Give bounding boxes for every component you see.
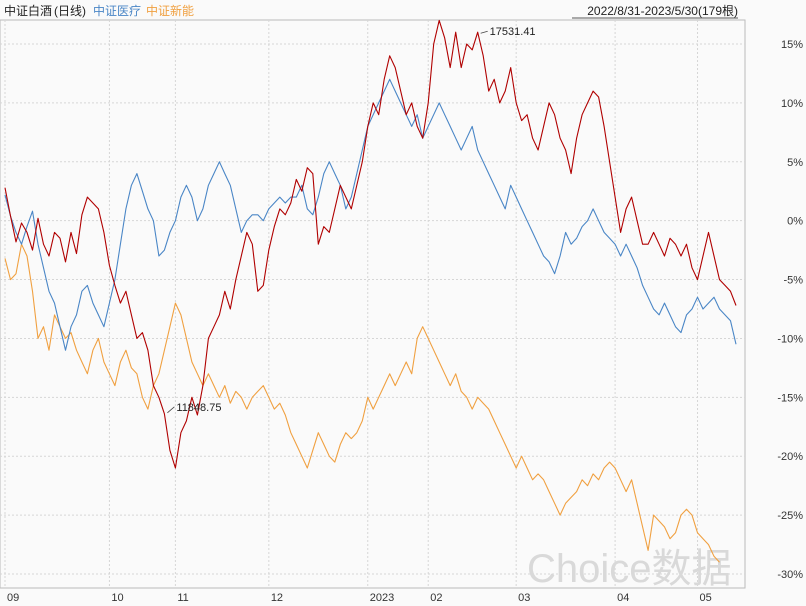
y-tick-label: -15%: [777, 392, 803, 404]
watermark: Choice数据: [527, 547, 732, 591]
y-tick-label: -30%: [777, 569, 803, 581]
date-range: 2022/8/31-2023/5/30(179根): [587, 4, 738, 18]
y-axis: 15% 10% 5% 0% -5% -10% -15% -20% -25% -30%: [777, 39, 803, 581]
y-tick-label: 15%: [781, 39, 803, 51]
x-tick-label: 12: [271, 592, 283, 604]
series-line-0: [4, 19, 737, 469]
annotation-arrow: [480, 30, 488, 34]
y-tick-label: -10%: [777, 333, 803, 345]
x-tick-label: 05: [700, 592, 712, 604]
annotation-arrow: [167, 406, 175, 414]
x-tick-label: 11: [177, 592, 188, 604]
y-tick-label: -20%: [777, 451, 803, 463]
y-tick-label: 0%: [787, 216, 803, 228]
x-tick-label: 02: [430, 592, 442, 604]
legend-series-yiliao: 中证医疗: [93, 3, 141, 18]
y-tick-label: 10%: [781, 98, 803, 110]
annotation-label: 17531.41: [490, 26, 536, 38]
annotation-label: 11848.75: [176, 402, 221, 414]
y-tick-label: -5%: [783, 275, 803, 287]
x-axis: 09 10 11 12 2023 02 03 04 05: [7, 592, 712, 604]
x-tick-label: 10: [111, 592, 123, 604]
series-line-1: [4, 78, 737, 351]
y-tick-label: 5%: [787, 157, 803, 169]
x-tick-label: 03: [518, 592, 530, 604]
legend-series-xinneng: 中证新能: [146, 3, 194, 18]
x-tick-label: 2023: [370, 592, 394, 604]
series-group: [4, 19, 737, 563]
x-tick-label: 04: [617, 592, 629, 604]
x-tick-label: 09: [7, 592, 19, 604]
y-tick-label: -25%: [777, 510, 803, 522]
plot-area: [0, 19, 746, 589]
series-line-2: [4, 243, 720, 563]
legend-period: (日线): [54, 4, 86, 18]
legend-series-baijiu: 中证白酒: [4, 3, 52, 18]
annotations: 17531.41 11848.75: [167, 26, 536, 414]
